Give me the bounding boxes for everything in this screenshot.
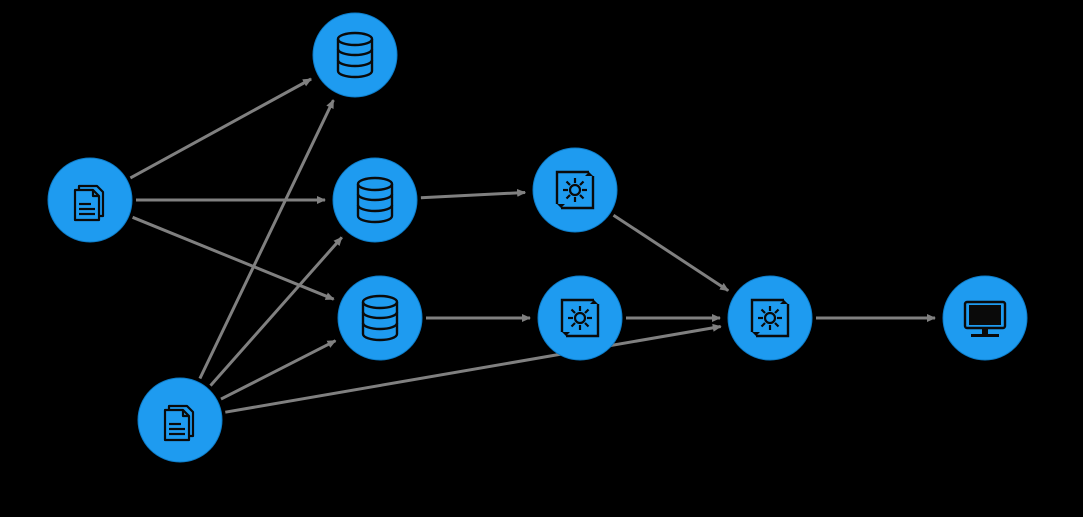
edge-doc2-to-proc3 — [225, 327, 720, 413]
nodes-layer — [48, 13, 1027, 462]
edge-doc1-to-db3 — [133, 217, 334, 299]
node-screen — [943, 276, 1027, 360]
node-proc3 — [728, 276, 812, 360]
edge-proc1-to-proc3 — [614, 215, 729, 290]
edge-db2-to-proc1 — [421, 193, 525, 198]
node-doc1 — [48, 158, 132, 242]
edge-doc1-to-db1 — [130, 79, 311, 178]
edges-layer — [130, 79, 935, 412]
edge-doc2-to-db1 — [200, 100, 334, 378]
node-proc1 — [533, 148, 617, 232]
edge-doc2-to-db3 — [221, 341, 336, 399]
edge-doc2-to-db2 — [211, 237, 342, 385]
node-db2 — [333, 158, 417, 242]
pipeline-diagram — [0, 0, 1083, 517]
node-db3 — [338, 276, 422, 360]
node-doc2 — [138, 378, 222, 462]
node-proc2 — [538, 276, 622, 360]
node-db1 — [313, 13, 397, 97]
